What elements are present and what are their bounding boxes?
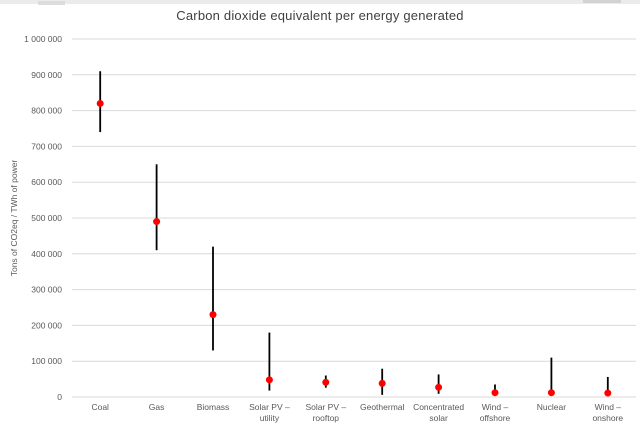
data-point-marker (435, 383, 443, 391)
chart-title: Carbon dioxide equivalent per energy gen… (176, 8, 464, 23)
x-axis-label: utility (260, 413, 280, 423)
data-point-marker (378, 379, 386, 387)
window-chrome-strip (0, 0, 640, 5)
window-chrome-segment (583, 0, 621, 3)
x-axis-label: Gas (149, 402, 165, 412)
y-axis-title: Tons of CO2eq / TWh of power (9, 159, 19, 277)
y-tick-label: 500 000 (31, 213, 62, 223)
x-axis-label: offshore (480, 413, 511, 423)
x-axis-label: Wind – (482, 402, 509, 412)
y-tick-label: 300 000 (31, 285, 62, 295)
x-axis-label: onshore (592, 413, 623, 423)
data-point-marker (209, 311, 217, 319)
y-tick-label: 800 000 (31, 106, 62, 116)
x-axis-label: Nuclear (537, 402, 566, 412)
x-axis-label: Geothermal (360, 402, 405, 412)
x-axis-label: Solar PV – (305, 402, 346, 412)
y-tick-label: 700 000 (31, 141, 62, 151)
y-tick-label: 1 000 000 (24, 34, 62, 44)
x-axis-label: Biomass (197, 402, 230, 412)
x-axis-label: Solar PV – (249, 402, 290, 412)
y-tick-label: 600 000 (31, 177, 62, 187)
data-point-marker (604, 389, 612, 397)
data-point-marker (547, 389, 555, 397)
x-axis-label: Coal (91, 402, 109, 412)
data-point-marker (153, 218, 161, 226)
data-point-marker (322, 378, 330, 386)
y-tick-label: 400 000 (31, 249, 62, 259)
data-point-marker (491, 389, 499, 397)
y-tick-label: 0 (57, 392, 62, 402)
data-point-marker (265, 376, 273, 384)
x-axis-label: rooftop (313, 413, 340, 423)
window-chrome-segment (38, 1, 65, 5)
y-tick-label: 200 000 (31, 320, 62, 330)
y-tick-label: 900 000 (31, 70, 62, 80)
x-axis-label: Concentrated (413, 402, 464, 412)
y-tick-label: 100 000 (31, 356, 62, 366)
data-point-marker (96, 99, 104, 107)
x-axis-label: Wind – (595, 402, 622, 412)
x-axis-label: solar (429, 413, 448, 423)
